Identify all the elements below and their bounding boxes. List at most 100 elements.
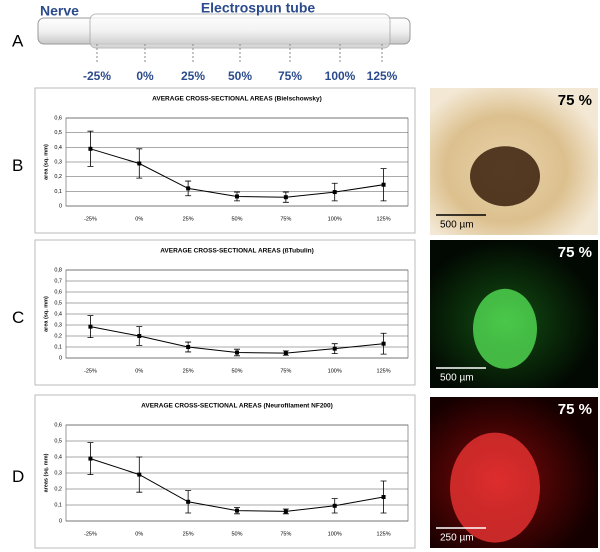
data-point (332, 190, 337, 195)
chart-frame (34, 394, 416, 549)
data-point (235, 350, 239, 355)
y-tick-label: 0,4 (54, 145, 62, 151)
y-tick-label: 0,1 (54, 189, 62, 195)
x-tick-label: -25% (84, 368, 97, 374)
y-tick-label: 0,5 (54, 130, 62, 136)
x-tick-label: 25% (183, 368, 194, 374)
data-point (186, 345, 191, 349)
chart-title: AVERAGE CROSS-SECTIONAL AREAS (ßTubulin) (160, 248, 314, 255)
y-tick-label: 0,5 (54, 300, 62, 306)
scale-label: 500 µm (440, 373, 474, 384)
x-tick-label: 125% (377, 216, 391, 222)
data-point (137, 472, 142, 477)
nerve-section (450, 432, 540, 543)
y-tick-label: 0,2 (54, 486, 62, 492)
position-label: 125% (367, 69, 398, 83)
data-point (381, 182, 386, 187)
data-point (137, 161, 142, 166)
y-tick-label: 0,1 (54, 502, 62, 508)
y-tick-label: 0,3 (54, 159, 62, 165)
photo-label: 75 % (558, 401, 592, 418)
y-tick-label: 0,6 (54, 289, 62, 295)
data-point (283, 351, 288, 356)
x-tick-label: 75% (280, 216, 291, 222)
y-tick-label: 0,4 (54, 311, 62, 317)
chart-title: AVERAGE CROSS-SECTIONAL AREAS (Bielschow… (152, 96, 322, 103)
data-point (235, 508, 239, 513)
y-tick-label: 0,1 (54, 344, 62, 350)
data-point (88, 146, 93, 151)
data-point (186, 186, 191, 191)
y-tick-label: 0,6 (54, 115, 62, 121)
x-tick-label: 0% (135, 216, 143, 222)
data-point (235, 194, 239, 199)
position-label: -25% (83, 69, 111, 83)
x-tick-label: -25% (84, 531, 97, 537)
chart-frame (34, 239, 416, 386)
x-tick-label: 100% (328, 216, 342, 222)
y-tick-label: 0,8 (54, 267, 62, 273)
panel-a: A Nerve Electrospun tube (12, 0, 411, 50)
data-point (332, 503, 337, 508)
data-point (88, 456, 93, 461)
data-point (186, 499, 191, 504)
scale-label: 500 µm (440, 220, 474, 231)
panel-letter: C (12, 308, 24, 327)
nerve-label: Nerve (40, 3, 79, 19)
y-axis-label: area (sq. mm) (43, 144, 49, 180)
position-label: 50% (228, 69, 252, 83)
x-tick-label: 75% (280, 531, 291, 537)
position-label: 100% (325, 69, 356, 83)
panel-letter: B (12, 156, 23, 175)
x-tick-label: 100% (328, 531, 342, 537)
x-tick-label: 100% (328, 368, 342, 374)
y-tick-label: 0,6 (54, 422, 62, 428)
x-tick-label: 125% (377, 368, 391, 374)
x-tick-label: 50% (231, 368, 242, 374)
y-tick-label: 0,4 (54, 454, 62, 460)
data-point (283, 195, 288, 200)
data-point (137, 334, 142, 338)
y-tick-label: 0,3 (54, 322, 62, 328)
y-axis-label: area (sq. mm) (43, 296, 49, 332)
y-tick-label: 0,2 (54, 174, 62, 180)
x-tick-label: 25% (183, 531, 194, 537)
y-axis-label: areas (sq. mm) (43, 453, 49, 492)
y-tick-label: 0,2 (54, 333, 62, 339)
x-tick-label: 0% (135, 368, 143, 374)
panel-letter: A (12, 31, 24, 50)
x-tick-label: 0% (135, 531, 143, 537)
plot-frame (65, 424, 409, 522)
x-tick-label: 125% (377, 531, 391, 537)
y-tick-label: 0 (59, 355, 62, 361)
position-label: 75% (278, 69, 302, 83)
y-tick-label: 0,7 (54, 278, 62, 284)
data-point (283, 509, 288, 514)
photo-label: 75 % (558, 92, 592, 109)
chart-frame (34, 87, 416, 234)
tube-shape (89, 13, 391, 49)
data-point (332, 346, 337, 351)
chart-title: AVERAGE CROSS-SECTIONAL AREAS (Neurofila… (141, 403, 333, 410)
plot-frame (65, 117, 409, 207)
data-point (88, 324, 93, 329)
scale-label: 250 µm (440, 533, 474, 544)
tube-label: Electrospun tube (201, 0, 316, 16)
x-tick-label: 50% (231, 531, 242, 537)
y-tick-label: 0,5 (54, 438, 62, 444)
x-tick-label: -25% (84, 216, 97, 222)
y-tick-label: 0,3 (54, 470, 62, 476)
data-point (381, 495, 386, 499)
panel-letter: D (12, 467, 24, 486)
x-tick-label: 75% (280, 368, 291, 374)
y-tick-label: 0 (59, 203, 62, 209)
x-tick-label: 25% (183, 216, 194, 222)
nerve-section (473, 288, 537, 369)
position-label: 25% (181, 69, 205, 83)
x-tick-label: 50% (231, 216, 242, 222)
nerve-section (470, 146, 540, 207)
position-label: 0% (136, 69, 154, 83)
plot-frame (65, 269, 409, 359)
data-point (381, 341, 386, 346)
